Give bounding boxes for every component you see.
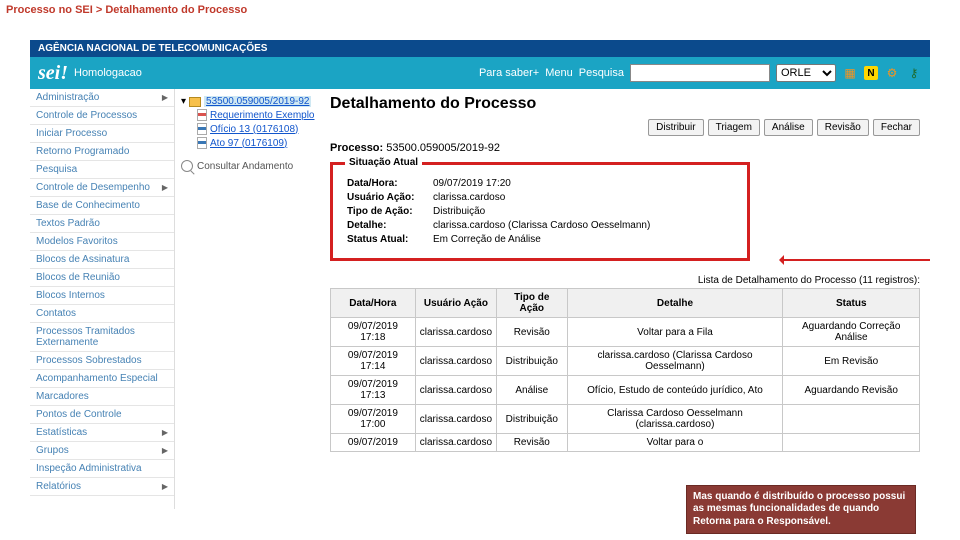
sidebar-item[interactable]: Blocos de Assinatura bbox=[30, 251, 174, 269]
agency-bar: AGÊNCIA NACIONAL DE TELECOMUNICAÇÕES bbox=[30, 40, 930, 57]
tree-root-label[interactable]: 53500.059005/2019-92 bbox=[204, 96, 311, 107]
modules-icon[interactable]: ▦ bbox=[842, 65, 858, 81]
revisão-button[interactable]: Revisão bbox=[817, 119, 869, 136]
sidebar-item[interactable]: Retorno Programado bbox=[30, 143, 174, 161]
annotation-callout: Mas quando é distribuído o processo poss… bbox=[686, 485, 916, 535]
análise-button[interactable]: Análise bbox=[764, 119, 813, 136]
sidebar-item[interactable]: Relatórios▶ bbox=[30, 478, 174, 496]
consult-progress[interactable]: Consultar Andamento bbox=[181, 160, 320, 172]
search-icon bbox=[181, 160, 193, 172]
sidebar-item[interactable]: Processos Sobrestados bbox=[30, 352, 174, 370]
table-row: 09/07/2019 17:18clarissa.cardosoRevisãoV… bbox=[331, 318, 920, 347]
sidebar-item[interactable]: Acompanhamento Especial bbox=[30, 370, 174, 388]
sidebar-item[interactable]: Blocos de Reunião bbox=[30, 269, 174, 287]
col-header: Detalhe bbox=[567, 289, 783, 318]
table-row: 09/07/2019 17:00clarissa.cardosoDistribu… bbox=[331, 405, 920, 434]
doc-icon bbox=[197, 123, 207, 135]
breadcrumb: Processo no SEI > Detalhamento do Proces… bbox=[0, 0, 960, 20]
status-row: Tipo de Ação:Distribuição bbox=[347, 206, 737, 217]
col-header: Status bbox=[783, 289, 920, 318]
search-input[interactable] bbox=[630, 64, 770, 82]
col-header: Tipo de Ação bbox=[497, 289, 567, 318]
annotation-arrow-h bbox=[780, 259, 930, 261]
sidebar-item[interactable]: Pesquisa bbox=[30, 161, 174, 179]
header-bar: sei! Homologacao Para saber+ Menu Pesqui… bbox=[30, 57, 930, 89]
sidebar-item[interactable]: Controle de Desempenho▶ bbox=[30, 179, 174, 197]
page-title: Detalhamento do Processo bbox=[330, 95, 920, 113]
sidebar: Administração▶Controle de ProcessosInici… bbox=[30, 89, 175, 509]
tree-doc[interactable]: Requerimento Exemplo bbox=[181, 108, 320, 122]
doc-icon bbox=[197, 109, 207, 121]
sidebar-item[interactable]: Textos Padrão bbox=[30, 215, 174, 233]
status-row: Detalhe:clarissa.cardoso (Clarissa Cardo… bbox=[347, 220, 737, 231]
sidebar-item[interactable]: Inspeção Administrativa bbox=[30, 460, 174, 478]
status-row: Status Atual:Em Correção de Análise bbox=[347, 234, 737, 245]
fechar-button[interactable]: Fechar bbox=[873, 119, 920, 136]
table-row: 09/07/2019 17:14clarissa.cardosoDistribu… bbox=[331, 347, 920, 376]
doc-icon bbox=[197, 137, 207, 149]
folder-icon bbox=[189, 97, 201, 107]
sidebar-item[interactable]: Grupos▶ bbox=[30, 442, 174, 460]
logout-icon[interactable]: ⚷ bbox=[906, 65, 922, 81]
triagem-button[interactable]: Triagem bbox=[708, 119, 760, 136]
tree-root[interactable]: ▾ 53500.059005/2019-92 bbox=[181, 95, 320, 108]
app-frame: AGÊNCIA NACIONAL DE TELECOMUNICAÇÕES sei… bbox=[30, 40, 930, 509]
sidebar-item[interactable]: Iniciar Processo bbox=[30, 125, 174, 143]
col-header: Usuário Ação bbox=[415, 289, 496, 318]
sidebar-item[interactable]: Controle de Processos bbox=[30, 107, 174, 125]
list-caption: Lista de Detalhamento do Processo (11 re… bbox=[330, 275, 920, 286]
pesquisa-label: Pesquisa bbox=[579, 67, 624, 79]
action-buttons: Distribuir TriagemAnáliseRevisãoFechar bbox=[330, 119, 920, 136]
tree-doc[interactable]: Ofício 13 (0176108) bbox=[181, 122, 320, 136]
table-row: 09/07/2019 17:13clarissa.cardosoAnáliseO… bbox=[331, 376, 920, 405]
sidebar-item[interactable]: Blocos Internos bbox=[30, 287, 174, 305]
status-row: Usuário Ação:clarissa.cardoso bbox=[347, 192, 737, 203]
sei-logo: sei! bbox=[38, 62, 68, 85]
detail-table: Data/HoraUsuário AçãoTipo de AçãoDetalhe… bbox=[330, 288, 920, 452]
sidebar-item[interactable]: Pontos de Controle bbox=[30, 406, 174, 424]
content-pane: Detalhamento do Processo Distribuir Triag… bbox=[320, 89, 930, 509]
table-row: 09/07/2019clarissa.cardosoRevisãoVoltar … bbox=[331, 434, 920, 452]
sidebar-item[interactable]: Modelos Favoritos bbox=[30, 233, 174, 251]
notification-icon[interactable]: N bbox=[864, 66, 878, 80]
process-line: Processo: 53500.059005/2019-92 bbox=[330, 142, 920, 154]
status-box: Situação Atual Data/Hora:09/07/2019 17:2… bbox=[330, 162, 750, 261]
para-saber-link[interactable]: Para saber+ bbox=[479, 67, 539, 79]
environment-label: Homologacao bbox=[74, 67, 142, 79]
tree-doc[interactable]: Ato 97 (0176109) bbox=[181, 136, 320, 150]
process-tree: ▾ 53500.059005/2019-92 Requerimento Exem… bbox=[175, 89, 320, 509]
sidebar-item[interactable]: Administração▶ bbox=[30, 89, 174, 107]
status-legend: Situação Atual bbox=[345, 157, 422, 168]
sidebar-item[interactable]: Contatos bbox=[30, 305, 174, 323]
sidebar-item[interactable]: Estatísticas▶ bbox=[30, 424, 174, 442]
menu-link[interactable]: Menu bbox=[545, 67, 573, 79]
settings-icon[interactable]: ⚙ bbox=[884, 65, 900, 81]
unit-select[interactable]: ORLE bbox=[776, 64, 836, 82]
col-header: Data/Hora bbox=[331, 289, 416, 318]
distribuir-button[interactable]: Distribuir bbox=[648, 119, 703, 136]
sidebar-item[interactable]: Processos Tramitados Externamente bbox=[30, 323, 174, 352]
status-row: Data/Hora:09/07/2019 17:20 bbox=[347, 178, 737, 189]
consult-label: Consultar Andamento bbox=[197, 161, 293, 172]
sidebar-item[interactable]: Base de Conhecimento bbox=[30, 197, 174, 215]
sidebar-item[interactable]: Marcadores bbox=[30, 388, 174, 406]
